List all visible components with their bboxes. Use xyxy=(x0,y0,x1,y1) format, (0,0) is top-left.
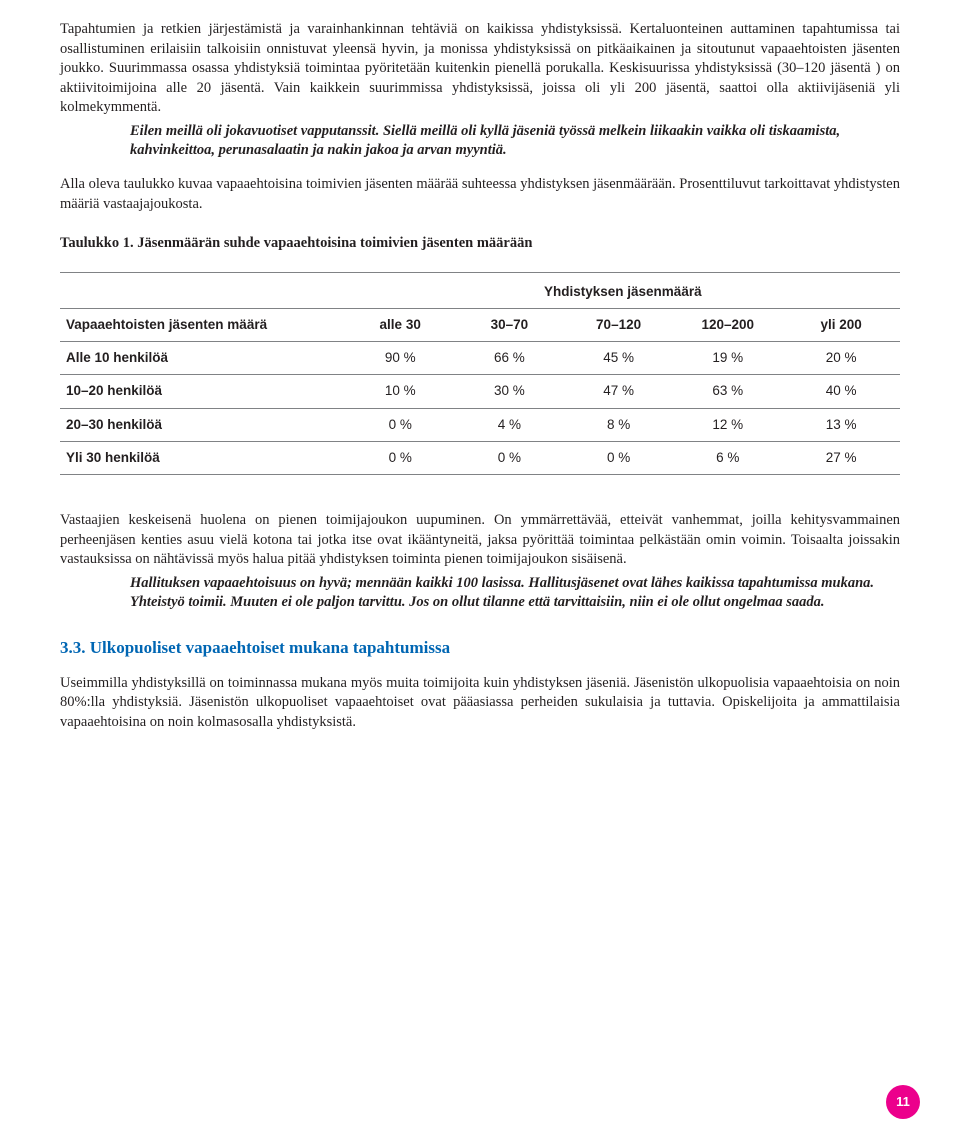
table-cell: 45 % xyxy=(564,342,673,375)
table-row-label: 20–30 henkilöä xyxy=(60,408,346,441)
body-paragraph: Vastaajien keskeisenä huolena on pienen … xyxy=(60,511,900,570)
table-cell-empty xyxy=(60,272,346,308)
block-quote: Hallituksen vapaaehtoisuus on hyvä; menn… xyxy=(130,574,880,613)
data-table: Yhdistyksen jäsenmäärä Vapaaehtoisten jä… xyxy=(60,272,900,475)
table-cell: 66 % xyxy=(455,342,564,375)
table-row-label: Alle 10 henkilöä xyxy=(60,342,346,375)
block-quote: Eilen meillä oli jokavuotiset vapputanss… xyxy=(130,122,880,161)
table-row: Yli 30 henkilöä 0 % 0 % 0 % 6 % 27 % xyxy=(60,441,900,474)
table-cell: 0 % xyxy=(346,441,455,474)
table-cell: 13 % xyxy=(782,408,900,441)
table-cell: 19 % xyxy=(673,342,782,375)
table-cell: 27 % xyxy=(782,441,900,474)
table-col-header: 30–70 xyxy=(455,308,564,341)
page-number-badge: 11 xyxy=(886,1085,920,1119)
table-col-header: Vapaaehtoisten jäsenten määrä xyxy=(60,308,346,341)
table-cell: 63 % xyxy=(673,375,782,408)
table-cell: 20 % xyxy=(782,342,900,375)
table-super-header: Yhdistyksen jäsenmäärä xyxy=(60,272,900,308)
table-col-header: 70–120 xyxy=(564,308,673,341)
table-col-header: alle 30 xyxy=(346,308,455,341)
table-header-row: Vapaaehtoisten jäsenten määrä alle 30 30… xyxy=(60,308,900,341)
body-paragraph: Tapahtumien ja retkien järjestämistä ja … xyxy=(60,20,900,118)
table-cell: 6 % xyxy=(673,441,782,474)
table-cell: 40 % xyxy=(782,375,900,408)
table-row: 10–20 henkilöä 10 % 30 % 47 % 63 % 40 % xyxy=(60,375,900,408)
table-cell: 4 % xyxy=(455,408,564,441)
table-col-header: 120–200 xyxy=(673,308,782,341)
table-cell: 0 % xyxy=(564,441,673,474)
table-col-header: yli 200 xyxy=(782,308,900,341)
section-heading: 3.3. Ulkopuoliset vapaaehtoiset mukana t… xyxy=(60,637,900,660)
table-row-label: Yli 30 henkilöä xyxy=(60,441,346,474)
table-caption: Taulukko 1. Jäsenmäärän suhde vapaaehtoi… xyxy=(60,234,900,254)
table-cell: 47 % xyxy=(564,375,673,408)
table-row-label: 10–20 henkilöä xyxy=(60,375,346,408)
table-cell: 10 % xyxy=(346,375,455,408)
table-cell: 0 % xyxy=(346,408,455,441)
table-cell: 0 % xyxy=(455,441,564,474)
table-super-header-label: Yhdistyksen jäsenmäärä xyxy=(346,272,900,308)
table-cell: 30 % xyxy=(455,375,564,408)
body-paragraph: Alla oleva taulukko kuvaa vapaaehtoisina… xyxy=(60,175,900,214)
table-row: 20–30 henkilöä 0 % 4 % 8 % 12 % 13 % xyxy=(60,408,900,441)
table-row: Alle 10 henkilöä 90 % 66 % 45 % 19 % 20 … xyxy=(60,342,900,375)
table-cell: 8 % xyxy=(564,408,673,441)
table-cell: 90 % xyxy=(346,342,455,375)
body-paragraph: Useimmilla yhdistyksillä on toiminnassa … xyxy=(60,674,900,733)
table-cell: 12 % xyxy=(673,408,782,441)
